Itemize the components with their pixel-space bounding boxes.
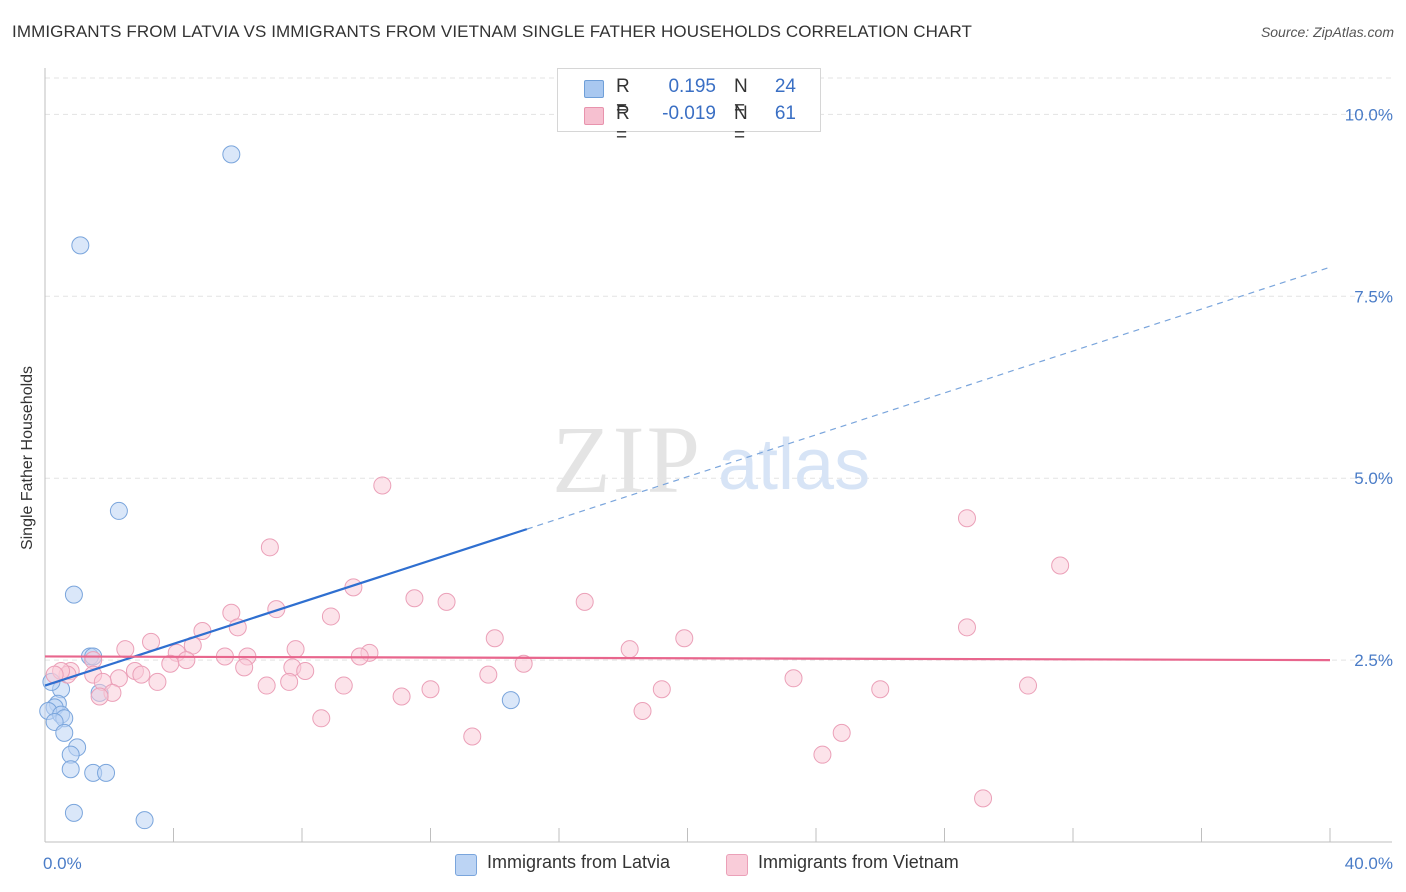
vietnam-point [373, 476, 392, 495]
r-value: 0.195 [668, 76, 716, 97]
vietnam-point [228, 618, 247, 637]
watermark: ZIP atlas [552, 406, 870, 513]
vietnam-point [1019, 676, 1038, 695]
r-label: R = [616, 76, 630, 119]
vietnam-point [116, 640, 135, 659]
vietnam-point [437, 592, 456, 611]
latvia-point [55, 723, 74, 742]
gridlines [45, 77, 1392, 661]
latvia-point [71, 236, 90, 255]
vietnam-point [260, 538, 279, 557]
vietnam-point [177, 651, 196, 670]
y-tick-label: 7.5% [1354, 287, 1393, 306]
vietnam-point [514, 654, 533, 673]
vietnam-point [405, 589, 424, 608]
latvia-trend-line [44, 528, 528, 687]
latvia-point [97, 763, 116, 782]
vietnam-point [280, 672, 299, 691]
vietnam-point [257, 676, 276, 695]
vietnam-point [652, 680, 671, 699]
correlation-legend: R = 0.195 N = 24 R = -0.019 N = 61 [557, 68, 821, 146]
vietnam-legend-label: Immigrants from Vietnam [758, 852, 959, 872]
vietnam-point [235, 658, 254, 677]
vietnam-point [161, 654, 180, 673]
vietnam-point [312, 709, 331, 728]
series-vietnam-points [45, 476, 1070, 808]
x-tick-label: 0.0% [43, 854, 82, 873]
vietnam-point [957, 509, 976, 528]
vietnam-point [321, 607, 340, 626]
vietnam-point [421, 680, 440, 699]
latvia-point [222, 145, 241, 164]
latvia-point [109, 501, 128, 520]
x-tick-label: 40.0% [1345, 854, 1393, 873]
latvia-point [64, 585, 83, 604]
latvia-legend-swatch [455, 854, 477, 876]
y-tick-label: 5.0% [1354, 469, 1393, 488]
y-tick-label: 2.5% [1354, 651, 1393, 670]
n-label: N = [734, 103, 748, 146]
vietnam-point [871, 680, 890, 699]
latvia-point [135, 811, 154, 830]
vietnam-point [974, 789, 993, 808]
source-label: Source: ZipAtlas.com [1260, 24, 1394, 40]
latvia-point [64, 803, 83, 822]
series-latvia-points [39, 145, 520, 830]
vietnam-point [267, 600, 286, 619]
n-label: N = [734, 76, 748, 119]
vietnam-point [479, 665, 498, 684]
watermark-atlas: atlas [718, 425, 870, 505]
vietnam-point [675, 629, 694, 648]
latvia-point [61, 760, 80, 779]
chart-title: IMMIGRANTS FROM LATVIA VS IMMIGRANTS FRO… [12, 22, 973, 41]
latvia-legend-label: Immigrants from Latvia [487, 852, 671, 872]
vietnam-point [1051, 556, 1070, 575]
series-legend: Immigrants from Latvia Immigrants from V… [0, 852, 1406, 878]
vietnam-point [620, 640, 639, 659]
tick-labels: 2.5% 5.0% 7.5% 10.0% 0.0% 40.0% [43, 105, 1393, 873]
vietnam-point [142, 632, 161, 651]
vietnam-point [813, 745, 832, 764]
latvia-point [501, 691, 520, 710]
vietnam-point [485, 629, 504, 648]
vietnam-point [957, 618, 976, 637]
vietnam-legend-swatch [726, 854, 748, 876]
n-value: 24 [774, 76, 796, 97]
y-tick-label: 10.0% [1345, 105, 1393, 124]
vietnam-point [784, 669, 803, 688]
vietnam-point [132, 665, 151, 684]
vietnam-point [633, 702, 652, 721]
r-value: -0.019 [662, 103, 716, 124]
vietnam-point [392, 687, 411, 706]
trend-lines [44, 266, 1331, 687]
latvia-swatch [584, 80, 604, 98]
watermark-zip: ZIP [552, 406, 702, 513]
vietnam-point [296, 662, 315, 681]
n-value: 61 [774, 103, 796, 124]
vietnam-point [575, 592, 594, 611]
vietnam-point [148, 672, 167, 691]
vietnam-point [286, 640, 305, 659]
vietnam-point [463, 727, 482, 746]
vietnam-swatch [584, 107, 604, 125]
vietnam-point [334, 676, 353, 695]
r-label: R = [616, 103, 630, 146]
latvia-trend-extension [526, 266, 1331, 530]
vietnam-point [90, 687, 109, 706]
vietnam-point [832, 723, 851, 742]
vietnam-trend-line [44, 655, 1331, 662]
